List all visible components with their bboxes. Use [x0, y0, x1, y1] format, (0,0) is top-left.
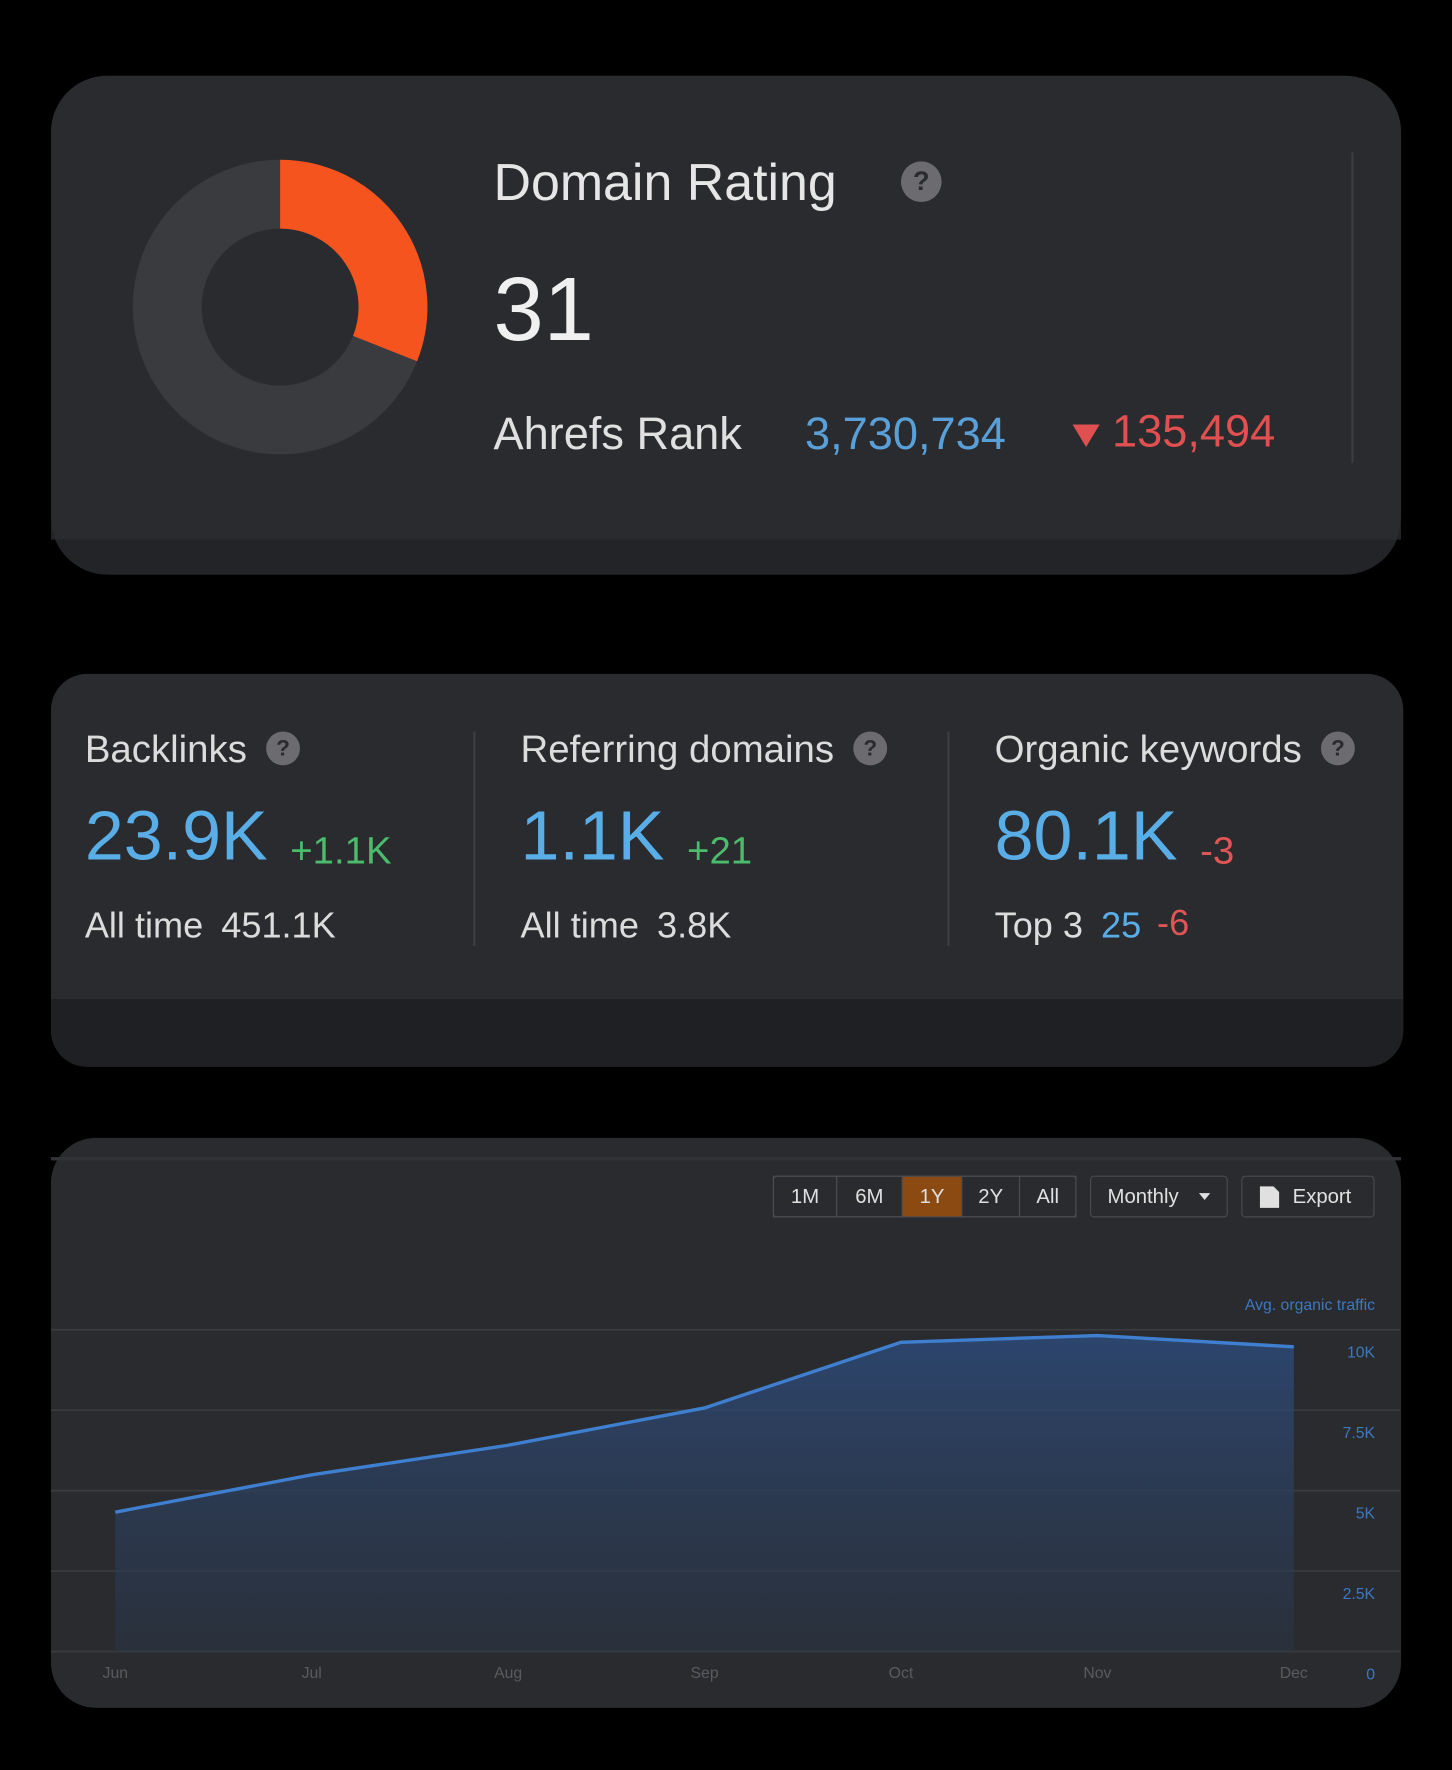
- metric-sub-value: 3.8K: [657, 904, 731, 945]
- metric-title: Backlinks: [85, 728, 247, 771]
- card-header-edge: [50, 1157, 1402, 1161]
- help-icon-glyph: ?: [1331, 736, 1345, 761]
- x-tick-label: Dec: [1280, 1665, 1308, 1682]
- donut-value-arc: [278, 159, 428, 362]
- range-label: 2Y: [978, 1186, 1003, 1208]
- x-tick-label: Oct: [889, 1665, 914, 1682]
- x-tick-label: Jun: [103, 1665, 128, 1682]
- y-tick-label: 7.5K: [1343, 1425, 1376, 1442]
- y-tick-label: 5K: [1356, 1505, 1376, 1522]
- help-icon[interactable]: [1320, 731, 1355, 766]
- range-label: 1M: [791, 1186, 819, 1208]
- metric-sub-label: Top 3: [995, 904, 1083, 945]
- area: [115, 1335, 1294, 1652]
- card-footer: [50, 999, 1404, 1067]
- rank-value: 3,730,734: [805, 408, 1006, 459]
- rank-label: Ahrefs Rank: [493, 408, 742, 459]
- down-arrow: [1072, 424, 1100, 448]
- metric-sub-value: 25: [1101, 904, 1141, 945]
- metric-change: +21: [687, 830, 752, 873]
- legend-label: Avg. organic traffic: [1245, 1297, 1375, 1314]
- interval-dropdown[interactable]: [1090, 1175, 1228, 1218]
- export-icon: [1259, 1186, 1280, 1208]
- y-tick-label: 2.5K: [1343, 1586, 1376, 1603]
- metric-change: +1.1K: [290, 830, 392, 873]
- help-icon[interactable]: [900, 161, 942, 203]
- range-label: All: [1036, 1186, 1059, 1208]
- x-tick-label: Aug: [494, 1665, 522, 1682]
- y-tick-label: 10K: [1347, 1345, 1376, 1362]
- range-button[interactable]: [901, 1175, 963, 1218]
- help-icon[interactable]: [853, 731, 888, 766]
- help-icon-glyph: ?: [863, 736, 877, 761]
- card-footer: [50, 518, 1402, 575]
- export-label: Export: [1293, 1186, 1352, 1208]
- x-tick-label: Nov: [1083, 1665, 1111, 1682]
- metric-value: 23.9K: [85, 796, 268, 874]
- metric-change: -3: [1200, 830, 1234, 873]
- rank-change: 135,494: [1112, 406, 1275, 457]
- help-icon[interactable]: [266, 731, 300, 766]
- domain-rating-value: 31: [493, 259, 593, 360]
- metric-title: Referring domains: [521, 728, 835, 771]
- dropdown-caret: [1198, 1193, 1211, 1200]
- metric-sub-label: All time: [85, 904, 203, 945]
- metric-value: 1.1K: [521, 796, 665, 874]
- help-icon-glyph: ?: [913, 165, 930, 196]
- metric-sub-label: All time: [521, 904, 639, 945]
- metric-sub-value: 451.1K: [221, 904, 335, 945]
- line: [114, 1333, 1294, 1514]
- range-label: 6M: [855, 1186, 883, 1208]
- interval-label: Monthly: [1108, 1186, 1180, 1208]
- metric-value: 80.1K: [995, 796, 1178, 874]
- card-title: Domain Rating: [493, 154, 836, 212]
- range-label: 1Y: [920, 1186, 945, 1208]
- y-tick-label: 0: [1366, 1666, 1375, 1683]
- metric-title: Organic keywords: [995, 728, 1302, 771]
- metric-sub-change: -6: [1157, 902, 1189, 943]
- domain-card: [50, 75, 1402, 575]
- range-button[interactable]: [1018, 1175, 1077, 1218]
- help-icon-glyph: ?: [276, 736, 290, 761]
- metrics-card: [50, 673, 1404, 1067]
- x-tick-label: Sep: [690, 1665, 718, 1682]
- x-tick-label: Jul: [302, 1665, 322, 1682]
